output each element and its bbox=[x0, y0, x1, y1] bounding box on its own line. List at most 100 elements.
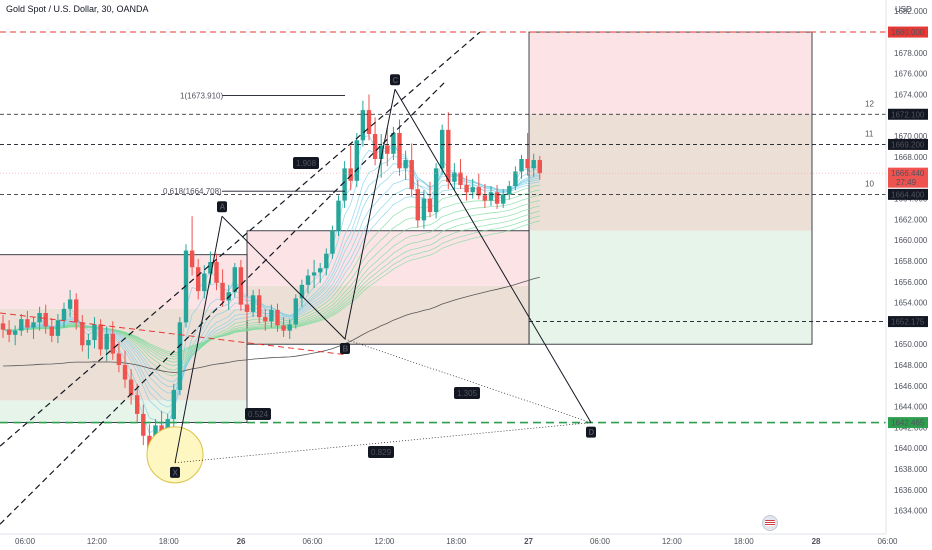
candle bbox=[0, 315, 6, 338]
candle bbox=[482, 183, 488, 208]
candle bbox=[311, 259, 317, 289]
candle-body bbox=[67, 299, 73, 309]
candle-body bbox=[379, 145, 384, 159]
price-badge-bg bbox=[888, 167, 928, 188]
candle-body bbox=[311, 272, 317, 276]
candle bbox=[354, 132, 359, 188]
candle-body bbox=[391, 132, 396, 154]
x-highlight-circle bbox=[146, 426, 204, 484]
price-badge-bg bbox=[888, 316, 928, 328]
candle bbox=[348, 145, 353, 191]
sell-zone-upper bbox=[529, 32, 812, 115]
price-badge: 1652.175 bbox=[888, 316, 928, 328]
candle bbox=[269, 304, 274, 328]
candle-body bbox=[214, 262, 219, 283]
price-badge-bg bbox=[888, 138, 928, 150]
price-badge: 1642.465 bbox=[888, 417, 928, 429]
leg-xd bbox=[174, 422, 592, 464]
buy-zone-upper bbox=[529, 230, 812, 345]
candle-body bbox=[488, 192, 494, 201]
candle-body bbox=[238, 267, 244, 305]
candle-body bbox=[318, 268, 323, 273]
y-tick-label: 1634.000 bbox=[894, 507, 928, 516]
x-tick-label: 26 bbox=[237, 537, 246, 546]
candle bbox=[366, 94, 372, 141]
candle bbox=[25, 310, 30, 333]
candle bbox=[421, 190, 427, 229]
candle bbox=[385, 127, 390, 167]
point-d: D bbox=[586, 426, 596, 438]
price-badge: 1672.100 bbox=[888, 108, 928, 120]
candle bbox=[250, 290, 256, 318]
candle bbox=[507, 180, 512, 200]
candle bbox=[464, 175, 469, 201]
countdown-text: 27:49 bbox=[896, 178, 917, 187]
x-tick-label: 18:00 bbox=[734, 537, 755, 546]
candle-body bbox=[177, 322, 183, 390]
candle bbox=[318, 263, 323, 283]
us-flag-icon[interactable] bbox=[762, 515, 778, 531]
candle bbox=[61, 302, 67, 328]
candle-body bbox=[531, 160, 536, 169]
ratio-badge: 0.829 bbox=[368, 446, 394, 458]
candle bbox=[6, 320, 12, 343]
candle-body bbox=[452, 172, 457, 182]
level-number-10: 10 bbox=[865, 179, 874, 188]
candle-body bbox=[92, 324, 97, 341]
candle-body bbox=[25, 319, 30, 328]
ratio-badge: 1.908 bbox=[293, 157, 319, 169]
x-tick-label: 18:00 bbox=[159, 537, 180, 546]
candle bbox=[299, 279, 305, 307]
candle bbox=[80, 315, 85, 352]
x-tick-label: 12:00 bbox=[87, 537, 108, 546]
symbol-title: Gold Spot / U.S. Dollar, 30, OANDA bbox=[6, 4, 149, 14]
candle bbox=[257, 289, 262, 324]
candle bbox=[67, 290, 73, 318]
candle-body bbox=[342, 168, 347, 201]
candle bbox=[470, 178, 475, 199]
ratio-badge: 1.305 bbox=[454, 387, 480, 399]
candle-body bbox=[110, 333, 115, 354]
price-badge-bg bbox=[888, 417, 928, 429]
leg-ab bbox=[221, 215, 346, 340]
channel-upper bbox=[0, 31, 481, 447]
candle-body bbox=[385, 145, 390, 154]
candle-body bbox=[189, 250, 195, 268]
point-badge bbox=[170, 466, 180, 478]
candle-body bbox=[202, 273, 207, 292]
candle-body bbox=[232, 267, 237, 293]
candle-body bbox=[49, 326, 54, 336]
candle bbox=[275, 303, 280, 332]
point-badge bbox=[390, 74, 400, 86]
candle-body bbox=[403, 160, 408, 169]
candle bbox=[476, 173, 481, 200]
candle bbox=[342, 161, 347, 208]
price-badge: 1664.400 bbox=[888, 188, 928, 200]
candle bbox=[409, 143, 414, 197]
candle bbox=[37, 306, 42, 331]
point-c: C bbox=[390, 74, 400, 86]
candle bbox=[324, 248, 329, 276]
candle-body bbox=[409, 160, 414, 190]
candle-body bbox=[494, 192, 500, 204]
candle-body bbox=[74, 299, 79, 323]
candle bbox=[238, 259, 244, 311]
y-tick-label: 1636.000 bbox=[894, 486, 928, 495]
ratio-bg bbox=[245, 408, 271, 420]
candle-body bbox=[372, 134, 378, 159]
channel-lower bbox=[0, 81, 446, 525]
candle bbox=[177, 317, 183, 396]
candle-body bbox=[116, 353, 122, 366]
candle-body bbox=[61, 308, 67, 321]
neutral-zone-left bbox=[0, 308, 247, 401]
candle bbox=[452, 163, 457, 191]
fib-label-1: 1(1673.910) bbox=[180, 91, 223, 100]
candle-body bbox=[171, 389, 176, 420]
point-x: X bbox=[170, 466, 180, 478]
candle bbox=[128, 369, 134, 405]
point-a: A bbox=[217, 201, 227, 213]
candle bbox=[281, 317, 286, 337]
x-tick-label: 06:00 bbox=[877, 537, 898, 546]
